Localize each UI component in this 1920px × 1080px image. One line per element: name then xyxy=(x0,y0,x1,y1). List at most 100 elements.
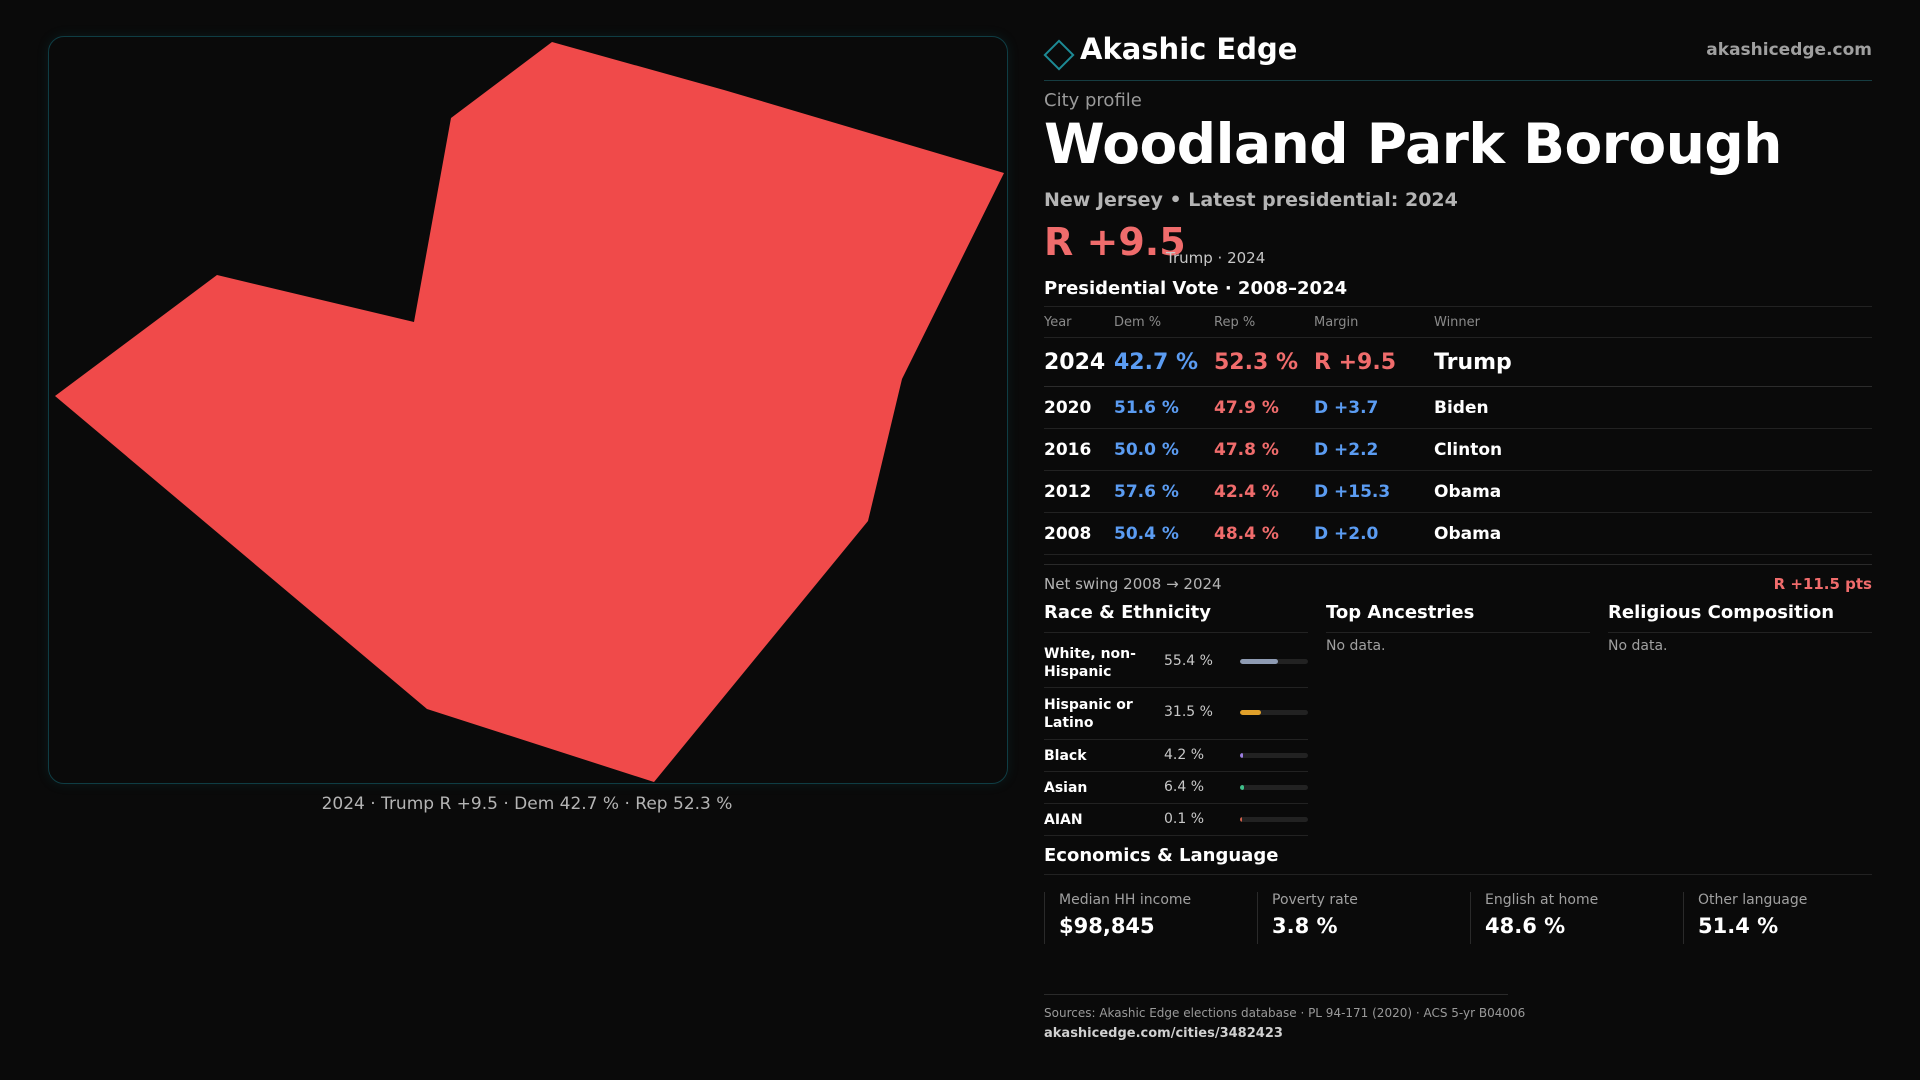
ancestries-section-title: Top Ancestries xyxy=(1326,602,1590,633)
brand-header: Akashic Edge akashicedge.com xyxy=(1043,30,1872,81)
cell-margin: D +2.0 xyxy=(1314,512,1434,555)
table-row: 2024 42.7 % 52.3 % R +9.5 Trump xyxy=(1044,337,1872,387)
race-label: Black xyxy=(1044,748,1087,764)
cell-winner: Clinton xyxy=(1434,428,1872,471)
race-bar-fill xyxy=(1240,659,1278,664)
race-bar-fill xyxy=(1240,817,1243,822)
latest-margin: R +9.5 xyxy=(1044,220,1186,264)
cell-dem: 42.7 % xyxy=(1114,337,1214,387)
sources-text: Sources: Akashic Edge elections database… xyxy=(1044,1006,1526,1020)
cell-year: 2008 xyxy=(1044,512,1114,555)
race-row: Black 4.2 % xyxy=(1044,740,1308,772)
page-title: Woodland Park Borough xyxy=(1044,112,1782,176)
stat-value: 51.4 % xyxy=(1698,914,1779,938)
cell-margin: D +2.2 xyxy=(1314,428,1434,471)
stat-median-income: Median HH income $98,845 xyxy=(1044,892,1243,944)
stat-label: Poverty rate xyxy=(1272,892,1358,908)
page-subtitle: New Jersey • Latest presidential: 2024 xyxy=(1044,189,1458,211)
column-header-margin: Margin xyxy=(1314,306,1434,338)
race-bar-track xyxy=(1240,659,1308,664)
latest-margin-note: Trump · 2024 xyxy=(1166,249,1266,267)
race-row: Hispanic or Latino 31.5 % xyxy=(1044,688,1308,740)
economics-divider xyxy=(1044,874,1872,875)
cell-rep: 48.4 % xyxy=(1214,512,1314,555)
page-kicker: City profile xyxy=(1044,90,1142,111)
race-list: White, non-Hispanic 55.4 % Hispanic or L… xyxy=(1044,636,1308,836)
race-row: AIAN 0.1 % xyxy=(1044,804,1308,836)
race-label: White, non-Hispanic xyxy=(1044,646,1136,680)
votes-section-title: Presidential Vote · 2008–2024 xyxy=(1044,278,1348,299)
stat-label: English at home xyxy=(1485,892,1599,908)
race-bar-track xyxy=(1240,785,1308,790)
net-swing-label: Net swing 2008 → 2024 xyxy=(1044,575,1222,593)
stat-value: 48.6 % xyxy=(1485,914,1566,938)
column-header-winner: Winner xyxy=(1434,306,1872,338)
table-header-row: Year Dem % Rep % Margin Winner xyxy=(1044,306,1872,338)
municipality-boundary-shape[interactable] xyxy=(55,42,1004,782)
race-bar-fill xyxy=(1240,785,1245,790)
cell-margin: D +3.7 xyxy=(1314,386,1434,429)
column-header-dem: Dem % xyxy=(1114,306,1214,338)
cell-margin: R +9.5 xyxy=(1314,337,1434,387)
map-caption: 2024 · Trump R +9.5 · Dem 42.7 % · Rep 5… xyxy=(321,794,733,814)
race-bar-fill xyxy=(1240,710,1262,715)
race-percent: 6.4 % xyxy=(1164,779,1205,795)
cell-year: 2016 xyxy=(1044,428,1114,471)
table-row: 2008 50.4 % 48.4 % D +2.0 Obama xyxy=(1044,512,1872,555)
brand-url-link[interactable]: akashicedge.com xyxy=(1706,40,1872,60)
column-header-rep: Rep % xyxy=(1214,306,1314,338)
race-percent: 0.1 % xyxy=(1164,811,1205,827)
ancestries-empty-text: No data. xyxy=(1326,638,1386,654)
cell-dem: 57.6 % xyxy=(1114,470,1214,513)
stat-poverty-rate: Poverty rate 3.8 % xyxy=(1257,892,1456,944)
cell-winner: Obama xyxy=(1434,470,1872,513)
cell-dem: 50.4 % xyxy=(1114,512,1214,555)
stat-english-at-home: English at home 48.6 % xyxy=(1470,892,1669,944)
cell-margin: D +15.3 xyxy=(1314,470,1434,513)
net-swing-value: R +11.5 pts xyxy=(1773,575,1872,593)
municipality-map[interactable] xyxy=(49,37,1007,783)
race-label: Asian xyxy=(1044,780,1088,796)
cell-year: 2012 xyxy=(1044,470,1114,513)
race-bar-track xyxy=(1240,817,1308,822)
column-header-year: Year xyxy=(1044,306,1114,338)
race-section-title: Race & Ethnicity xyxy=(1044,602,1308,633)
presidential-vote-table: Year Dem % Rep % Margin Winner 2024 42.7… xyxy=(1044,306,1872,555)
footer-divider xyxy=(1044,994,1508,995)
cell-rep: 47.8 % xyxy=(1214,428,1314,471)
stat-value: 3.8 % xyxy=(1272,914,1338,938)
race-bar-track xyxy=(1240,753,1308,758)
map-panel[interactable] xyxy=(48,36,1008,784)
cell-rep: 42.4 % xyxy=(1214,470,1314,513)
stat-label: Median HH income xyxy=(1059,892,1192,908)
cell-dem: 51.6 % xyxy=(1114,386,1214,429)
cell-rep: 52.3 % xyxy=(1214,337,1314,387)
table-row: 2012 57.6 % 42.4 % D +15.3 Obama xyxy=(1044,470,1872,513)
religion-empty-text: No data. xyxy=(1608,638,1668,654)
cell-winner: Trump xyxy=(1434,337,1872,387)
stat-label: Other language xyxy=(1698,892,1808,908)
race-percent: 4.2 % xyxy=(1164,747,1205,763)
cell-rep: 47.9 % xyxy=(1214,386,1314,429)
cell-year: 2020 xyxy=(1044,386,1114,429)
brand-logo-icon xyxy=(1043,39,1075,71)
race-label: AIAN xyxy=(1044,812,1083,828)
table-row: 2016 50.0 % 47.8 % D +2.2 Clinton xyxy=(1044,428,1872,471)
race-bar-track xyxy=(1240,710,1308,715)
cell-winner: Biden xyxy=(1434,386,1872,429)
race-percent: 31.5 % xyxy=(1164,704,1213,720)
table-row: 2020 51.6 % 47.9 % D +3.7 Biden xyxy=(1044,386,1872,429)
race-percent: 55.4 % xyxy=(1164,653,1213,669)
brand-name[interactable]: Akashic Edge xyxy=(1080,32,1298,66)
cell-winner: Obama xyxy=(1434,512,1872,555)
cell-year: 2024 xyxy=(1044,337,1114,387)
stat-value: $98,845 xyxy=(1059,914,1155,938)
race-bar-fill xyxy=(1240,753,1243,758)
economics-section-title: Economics & Language xyxy=(1044,845,1279,866)
net-swing-row: Net swing 2008 → 2024 R +11.5 pts xyxy=(1044,564,1872,601)
cell-dem: 50.0 % xyxy=(1114,428,1214,471)
race-row: White, non-Hispanic 55.4 % xyxy=(1044,636,1308,688)
race-label: Hispanic or Latino xyxy=(1044,697,1133,731)
stat-other-language: Other language 51.4 % xyxy=(1683,892,1882,944)
page-url-link[interactable]: akashicedge.com/cities/3482423 xyxy=(1044,1026,1283,1041)
